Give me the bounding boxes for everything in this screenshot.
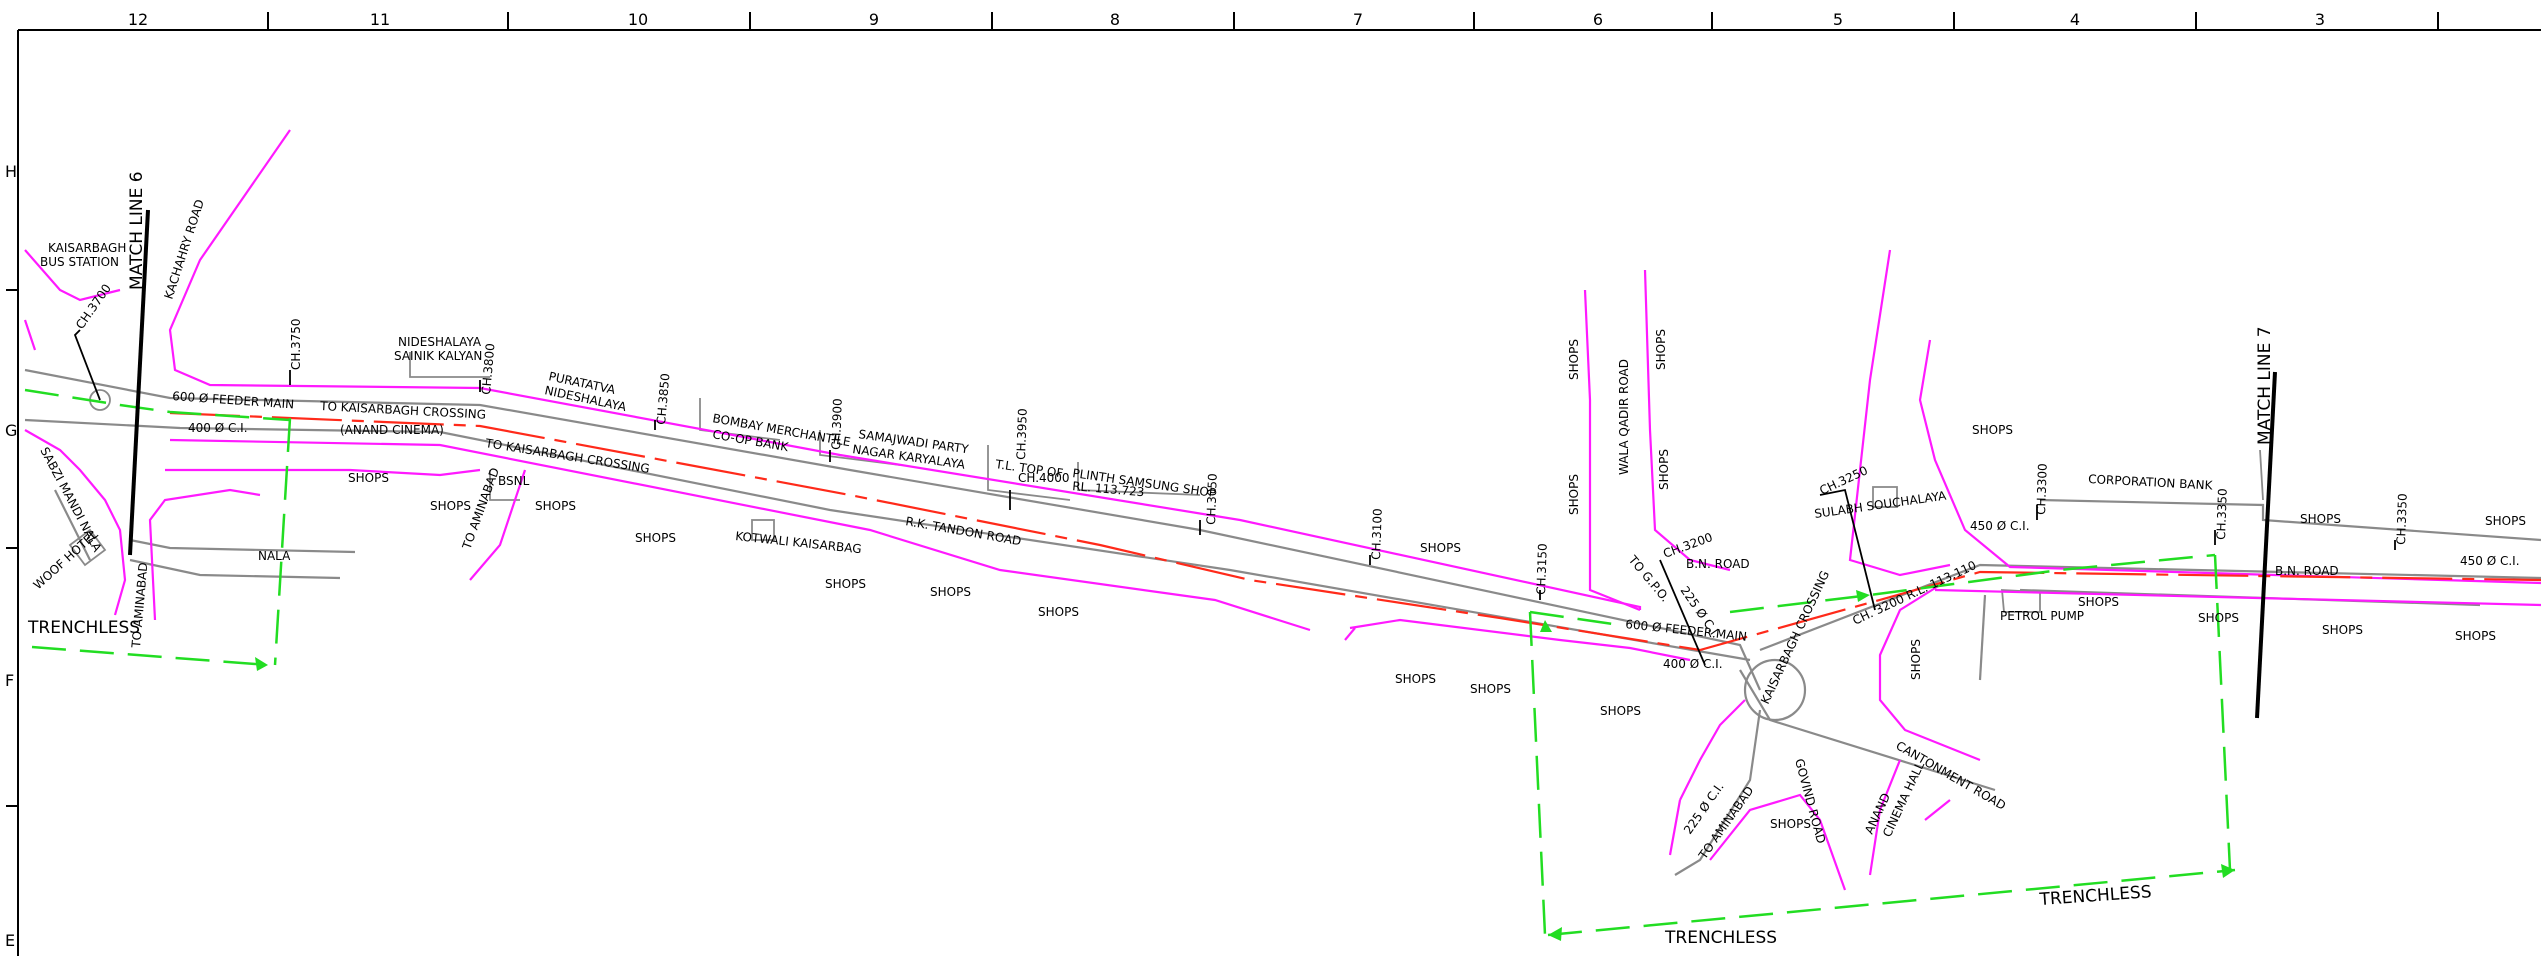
trenchless-segments <box>24 388 2236 937</box>
label-shops-7: SHOPS <box>1038 605 1079 619</box>
label-ci450-right: 450 Ø C.I. <box>1970 519 2030 533</box>
label-trenchless-bottom-left: TRENCHLESS <box>1664 928 1777 948</box>
grid-row-h: H <box>5 162 17 181</box>
label-bn-road-1: B.N. ROAD <box>1686 557 1750 571</box>
label-ch3250: CH.3250 <box>1817 463 1870 497</box>
label-ch3700: CH.3700 <box>73 281 114 331</box>
match-line-6-marker <box>128 209 150 556</box>
road-lines <box>24 368 2541 876</box>
label-shops-2: SHOPS <box>430 499 471 513</box>
grid-col-11: 11 <box>370 10 390 29</box>
label-ch3350: CH.3350 <box>2214 488 2230 540</box>
label-feeder-main-left: 600 Ø FEEDER MAIN <box>172 389 295 411</box>
label-shops-16: SHOPS <box>2322 623 2363 637</box>
label-match-line-6: MATCH LINE 6 <box>127 171 147 290</box>
grid-col-10: 10 <box>628 10 648 29</box>
label-ch3350b: CH.3350 <box>2394 493 2410 545</box>
label-to-kaisarbagh-1: TO KAISARBAGH CROSSING <box>319 399 486 422</box>
label-bsnl: BSNL <box>498 474 530 488</box>
label-shops-11: SHOPS <box>1600 704 1641 718</box>
label-bn-road-2: B.N. ROAD <box>2275 564 2339 578</box>
grid-col-9: 9 <box>869 10 879 29</box>
feeder-main-pipeline <box>169 411 2541 652</box>
label-shops-5: SHOPS <box>825 577 866 591</box>
label-nideshalaya-2: SAINIK KALYAN <box>394 349 482 363</box>
match-line-7-marker <box>2255 371 2277 719</box>
grid-column-labels: 12 11 10 9 8 7 6 5 4 3 <box>128 10 2325 29</box>
grid-col-7: 7 <box>1353 10 1363 29</box>
label-rk-tandon-road: R.K. TANDON ROAD <box>904 514 1022 548</box>
label-shops-18: SHOPS <box>2300 512 2341 526</box>
drawing-labels: MATCH LINE 6 MATCH LINE 7 KAISARBAGH BUS… <box>27 171 2526 948</box>
label-trenchless-left: TRENCHLESS <box>27 618 140 638</box>
label-kaisarbagh-crossing: KAISARBAGH CROSSING <box>1758 569 1832 707</box>
label-ch3300: CH.3300 <box>2034 463 2050 515</box>
grid-row-g: G <box>5 421 17 440</box>
label-sulabh: SULABH SOUCHALAYA <box>1813 488 1947 520</box>
label-shops-3: SHOPS <box>535 499 576 513</box>
label-ch3900: CH.3900 <box>829 398 845 450</box>
label-shops-1: SHOPS <box>348 471 389 485</box>
label-kotwali: KOTWALI KAISARBAG <box>735 529 863 556</box>
label-ch3200-rl: CH. 3200 R.L. 113.110 <box>1850 558 1978 628</box>
label-ci400-mid: 400 Ø C.I. <box>1663 657 1723 671</box>
label-ci450-far: 450 Ø C.I. <box>2460 554 2520 568</box>
leader-lines <box>73 329 2396 666</box>
label-shops-17: SHOPS <box>2455 629 2496 643</box>
label-shops-20: SHOPS <box>1567 339 1581 380</box>
label-match-line-7: MATCH LINE 7 <box>2255 326 2275 445</box>
label-shops-12: SHOPS <box>1770 817 1811 831</box>
grid-col-8: 8 <box>1110 10 1120 29</box>
grid-col-6: 6 <box>1593 10 1603 29</box>
label-shops-24: SHOPS <box>1909 639 1923 680</box>
label-kachahry-road: KACHAHRY ROAD <box>162 198 207 301</box>
label-shops-19: SHOPS <box>2485 514 2526 528</box>
label-ch3950: CH.3950 <box>1014 408 1030 460</box>
label-shops-22: SHOPS <box>1654 329 1668 370</box>
label-govind-road: GOVIND ROAD <box>1792 757 1828 845</box>
grid-col-5: 5 <box>1833 10 1843 29</box>
drawing-frame <box>6 12 2541 956</box>
grid-col-4: 4 <box>2070 10 2080 29</box>
label-nideshalaya-1: NIDESHALAYA <box>398 335 482 349</box>
grid-row-e: E <box>5 931 15 950</box>
label-nala: NALA <box>258 549 291 563</box>
label-corporation-bank: CORPORATION BANK <box>2088 472 2214 493</box>
label-shops-4: SHOPS <box>635 531 676 545</box>
label-shops-9: SHOPS <box>1395 672 1436 686</box>
label-shops-13: SHOPS <box>1972 423 2013 437</box>
label-shops-15: SHOPS <box>2198 611 2239 625</box>
label-ch3850: CH.3850 <box>654 373 672 426</box>
label-tl-top-2: RL. 113.723 <box>1072 479 1145 499</box>
label-ch3150: CH.3150 <box>1534 543 1550 595</box>
label-ch3750: CH.3750 <box>289 318 303 370</box>
label-ch3100: CH.3100 <box>1369 508 1385 560</box>
label-ch4000: CH.4000 <box>1018 471 1070 485</box>
label-shops-6: SHOPS <box>930 585 971 599</box>
label-shops-21: SHOPS <box>1567 474 1581 515</box>
label-petrol-pump: PETROL PUMP <box>2000 609 2084 623</box>
label-shops-14: SHOPS <box>2078 595 2119 609</box>
label-kaisarbag-2: BUS STATION <box>40 255 119 269</box>
label-ch3050: CH.3050 <box>1204 473 1220 525</box>
label-wala-qadir: WALA QADIR ROAD <box>1617 359 1631 475</box>
label-ci400-left: 400 Ø C.I. <box>188 421 248 435</box>
grid-row-f: F <box>5 671 14 690</box>
trenchless-arrows <box>255 590 2235 941</box>
label-ch3800: CH.3800 <box>479 343 497 396</box>
label-shops-8: SHOPS <box>1420 541 1461 555</box>
label-shops-10: SHOPS <box>1470 682 1511 696</box>
grid-row-labels: H G F E <box>5 162 17 950</box>
label-kaisarbag-1: KAISARBAGH <box>48 241 126 255</box>
grid-col-3: 3 <box>2315 10 2325 29</box>
grid-col-12: 12 <box>128 10 148 29</box>
label-shops-23: SHOPS <box>1657 449 1671 490</box>
label-anand-cinema: (ANAND CINEMA) <box>340 423 444 437</box>
road-edges <box>23 129 2541 891</box>
